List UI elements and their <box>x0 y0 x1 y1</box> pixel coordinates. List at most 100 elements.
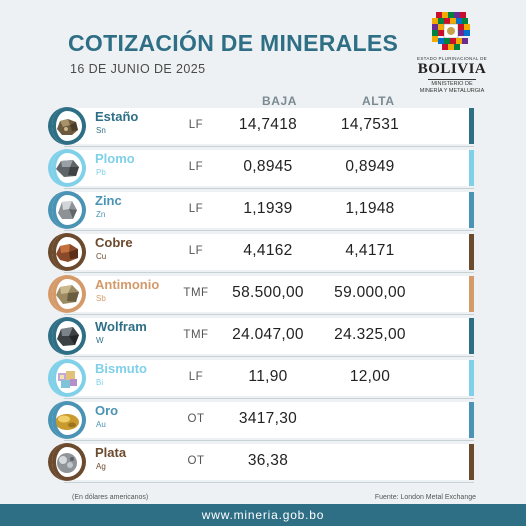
mineral-name: Plomo <box>95 151 135 166</box>
mineral-high-price: 14,7531 <box>340 116 400 133</box>
mineral-low-price: 3417,30 <box>238 410 298 427</box>
mineral-unit: TMF <box>183 329 209 341</box>
mineral-row-zinc: Zinc Zn LF 1,1939 1,1948 <box>0 191 480 231</box>
mineral-ring <box>48 107 86 145</box>
mineral-unit: LF <box>188 245 204 257</box>
row-background <box>64 318 469 354</box>
mineral-unit: LF <box>188 119 204 131</box>
column-header-low: BAJA <box>262 94 298 108</box>
mineral-symbol: Cu <box>96 252 107 261</box>
mineral-name: Wolfram <box>95 319 147 334</box>
mineral-low-price: 4,4162 <box>243 242 293 259</box>
mineral-row-estano: Estaño Sn LF 14,7418 14,7531 <box>0 107 480 147</box>
mineral-ring <box>48 317 86 355</box>
row-accent-bar <box>469 192 474 228</box>
row-accent-bar <box>469 444 474 480</box>
currency-note: (En dólares americanos) <box>72 494 149 501</box>
mineral-name: Bismuto <box>95 361 147 376</box>
mineral-row-cobre: Cobre Cu LF 4,4162 4,4171 <box>0 233 480 273</box>
row-accent-bar <box>469 234 474 270</box>
mineral-row-wolfram: Wolfram W TMF 24.047,00 24.325,00 <box>0 317 480 357</box>
row-accent-bar <box>469 402 474 438</box>
mineral-name: Antimonio <box>95 277 160 292</box>
mineral-low-price: 24.047,00 <box>232 326 304 343</box>
logo-country-text: BOLIVIA <box>417 61 487 77</box>
mineral-ring <box>48 191 86 229</box>
mineral-low-price: 0,8945 <box>243 158 293 175</box>
logo-ministry-line2: MINERÍA Y METALURGIA <box>419 87 485 94</box>
mineral-symbol: Sb <box>96 294 106 303</box>
row-background <box>64 402 469 438</box>
bolivia-emblem-icon <box>432 12 470 50</box>
mineral-ring <box>48 149 86 187</box>
logo-state-text: ESTADO PLURINACIONAL DE <box>417 56 487 61</box>
mineral-ring <box>48 401 86 439</box>
logo-ministry-text: MINISTERIO DE MINERÍA Y METALURGIA <box>412 81 492 94</box>
mineral-symbol: Au <box>96 420 106 429</box>
mineral-ring <box>48 233 86 271</box>
mineral-row-plata: Plata Ag OT 36,38 <box>0 443 480 483</box>
mineral-low-price: 36,38 <box>247 452 289 469</box>
row-background <box>64 360 469 396</box>
mineral-row-oro: Oro Au OT 3417,30 <box>0 401 480 441</box>
row-background <box>64 108 469 144</box>
mineral-symbol: Sn <box>96 126 106 135</box>
row-background <box>64 234 469 270</box>
mineral-symbol: Zn <box>96 210 106 219</box>
column-header-high: ALTA <box>362 94 395 108</box>
row-accent-bar <box>469 318 474 354</box>
mineral-low-price: 11,90 <box>248 368 288 385</box>
row-divider <box>64 440 474 441</box>
mineral-high-price: 59.000,00 <box>334 284 406 301</box>
row-divider <box>64 188 474 189</box>
row-accent-bar <box>469 276 474 312</box>
mineral-unit: LF <box>188 161 204 173</box>
mineral-ring <box>48 443 86 481</box>
mineral-ring <box>48 359 86 397</box>
logo-ministry-line1: MINISTERIO DE <box>431 81 473 87</box>
mineral-high-price: 1,1948 <box>345 200 395 217</box>
mineral-unit: OT <box>187 455 205 467</box>
mineral-unit: TMF <box>183 287 209 299</box>
mineral-low-price: 1,1939 <box>243 200 293 217</box>
row-accent-bar <box>469 150 474 186</box>
mineral-ring <box>48 275 86 313</box>
row-divider <box>64 146 474 147</box>
row-divider <box>64 272 474 273</box>
mineral-name: Plata <box>95 445 127 460</box>
mineral-high-price: 12,00 <box>349 368 391 385</box>
logo-divider <box>428 79 476 80</box>
mineral-row-bismuto: Bismuto Bi LF 11,90 12,00 <box>0 359 480 399</box>
row-divider <box>64 230 474 231</box>
mineral-name: Zinc <box>95 193 122 208</box>
row-background <box>64 192 469 228</box>
mineral-low-price: 58.500,00 <box>232 284 304 301</box>
quote-date: 16 DE JUNIO DE 2025 <box>70 62 206 76</box>
page-title: COTIZACIÓN DE MINERALES <box>68 30 399 56</box>
row-accent-bar <box>469 108 474 144</box>
mineral-row-antimonio: Antimonio Sb TMF 58.500,00 59.000,00 <box>0 275 480 315</box>
mineral-unit: OT <box>187 413 205 425</box>
source-note: Fuente: London Metal Exchange <box>374 494 476 501</box>
mineral-row-plomo: Plomo Pb LF 0,8945 0,8949 <box>0 149 480 189</box>
row-accent-bar <box>469 360 474 396</box>
row-divider <box>64 356 474 357</box>
mineral-name: Estaño <box>95 109 139 124</box>
row-background <box>64 150 469 186</box>
mineral-symbol: Pb <box>96 168 106 177</box>
mineral-symbol: Bi <box>96 378 104 387</box>
mineral-symbol: Ag <box>96 462 106 471</box>
mineral-high-price: 24.325,00 <box>334 326 406 343</box>
mineral-symbol: W <box>96 336 104 345</box>
row-divider <box>64 398 474 399</box>
mineral-name: Cobre <box>95 235 133 250</box>
mineral-high-price: 4,4171 <box>345 242 395 259</box>
row-background <box>64 444 469 480</box>
mineral-unit: LF <box>188 203 204 215</box>
row-divider <box>64 482 474 483</box>
row-divider <box>64 314 474 315</box>
footer-website-link[interactable]: www.mineria.gob.bo <box>0 504 526 526</box>
mineral-unit: LF <box>188 371 204 383</box>
mineral-high-price: 0,8949 <box>345 158 395 175</box>
